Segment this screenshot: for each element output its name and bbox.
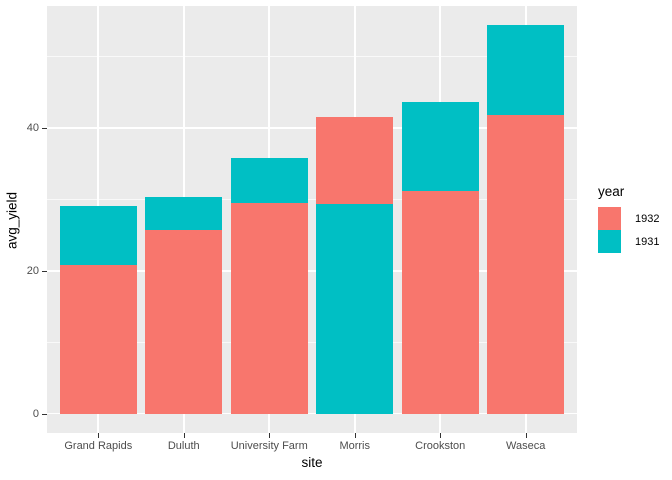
- legend-entry-1932: 1932: [598, 207, 659, 230]
- legend-key-swatch-1932: [598, 207, 621, 230]
- gridline-minor-y-30: [47, 198, 577, 200]
- gridline-minor-y-50: [47, 56, 577, 58]
- legend: year 1932 1931: [598, 184, 659, 253]
- bar-waseca-1932: [487, 114, 564, 414]
- legend-title: year: [598, 184, 625, 199]
- gridline-minor-y-10: [47, 341, 577, 343]
- x-tick-label-grand-rapids: Grand Rapids: [64, 440, 133, 452]
- x-tick-mark-duluth: [183, 433, 185, 438]
- legend-label-1931: 1931: [635, 235, 660, 248]
- legend-entry-1931: 1931: [598, 230, 659, 253]
- y-axis-title: avg_yield: [4, 191, 20, 250]
- legend-key-swatch-1931: [598, 230, 621, 253]
- x-tick-mark-morris: [354, 433, 356, 438]
- legend-label-1932: 1932: [635, 212, 660, 225]
- y-tick-label-0: 0: [32, 407, 39, 420]
- x-tick-label-crookston: Crookston: [415, 440, 466, 452]
- x-tick-mark-waseca: [525, 433, 527, 438]
- y-tick-label-20: 20: [26, 264, 39, 277]
- x-tick-mark-crookston: [440, 433, 442, 438]
- x-tick-label-university-farm: University Farm: [230, 440, 308, 452]
- y-tick-label-40: 40: [26, 121, 39, 134]
- x-tick-label-duluth: Duluth: [167, 440, 200, 452]
- y-tick-mark-20: [42, 270, 47, 272]
- x-tick-mark-grand-rapids: [98, 433, 100, 438]
- y-tick-mark-40: [42, 127, 47, 129]
- bar-morris-1931: [316, 204, 393, 414]
- y-tick-mark-0: [42, 413, 47, 415]
- gridline-major-y-40: [47, 127, 577, 129]
- gridline-major-y-0: [47, 412, 577, 415]
- x-tick-label-waseca: Waseca: [506, 440, 546, 452]
- plot-panel: [47, 6, 577, 433]
- gridline-major-y-20: [47, 269, 577, 272]
- legend-entries: 1932 1931: [598, 207, 659, 253]
- x-axis-title: site: [301, 455, 323, 470]
- x-tick-mark-university-farm: [269, 433, 271, 438]
- bar-grand-rapids-1932: [60, 264, 137, 414]
- x-tick-label-morris: Morris: [339, 440, 371, 452]
- bar-crookston-1932: [402, 190, 479, 414]
- bar-duluth-1932: [145, 230, 222, 414]
- bar-university-farm-1932: [231, 202, 308, 414]
